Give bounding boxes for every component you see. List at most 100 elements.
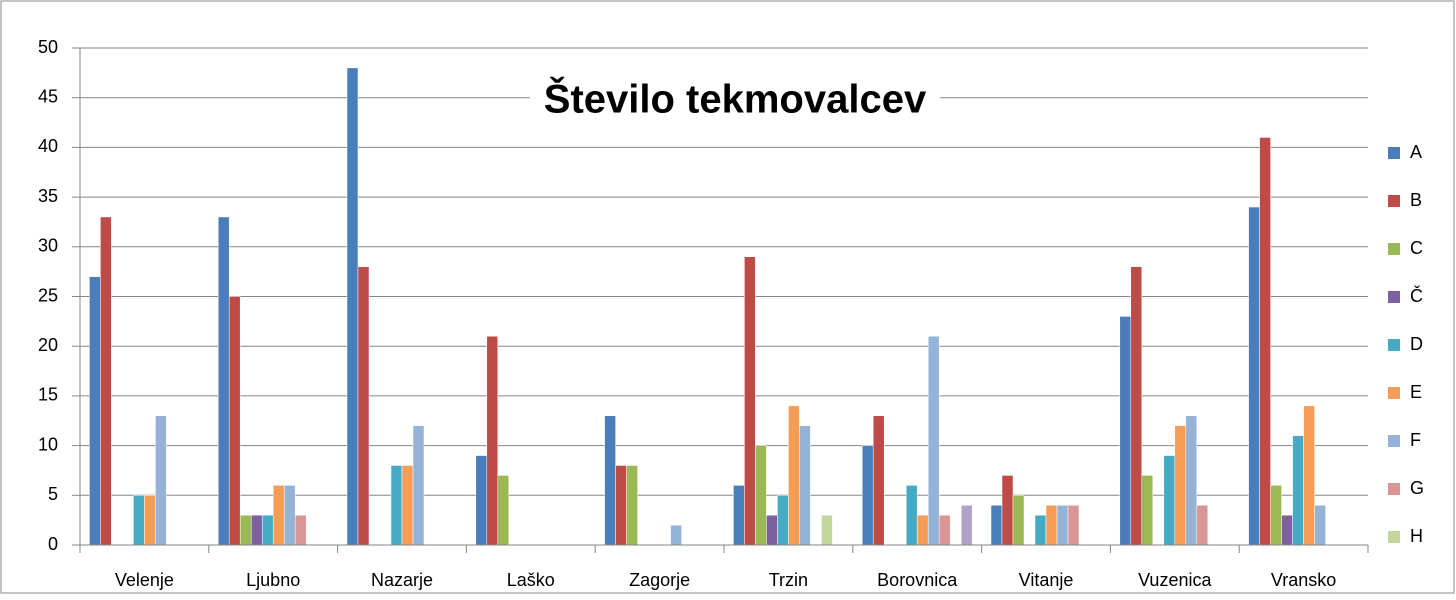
bar: [938, 514, 951, 546]
legend-label: G: [1410, 478, 1424, 498]
x-tick-label: Ljubno: [246, 570, 300, 590]
legend-label: B: [1410, 190, 1422, 210]
bar: [401, 465, 414, 546]
y-tick-label: 0: [48, 534, 58, 554]
legend-label: D: [1410, 334, 1423, 354]
bar: [990, 504, 1003, 546]
legend-label: E: [1410, 382, 1422, 402]
bar: [1130, 266, 1143, 546]
bar: [497, 475, 510, 546]
bar: [1012, 495, 1025, 546]
x-tick-label: Laško: [507, 570, 555, 590]
x-tick-label: Trzin: [769, 570, 808, 590]
bar: [733, 485, 745, 546]
bar: [486, 336, 499, 546]
bar: [475, 455, 488, 546]
title-background: [530, 75, 940, 127]
legend-swatch: [1388, 339, 1400, 351]
legend-label: C: [1410, 238, 1423, 258]
bar: [766, 514, 778, 546]
bar: [1001, 475, 1014, 546]
bar: [861, 445, 874, 546]
bar: [1314, 504, 1326, 546]
bar: [250, 514, 263, 546]
legend-label: H: [1410, 526, 1423, 546]
bar: [960, 504, 973, 546]
bar: [239, 514, 252, 546]
bar: [1259, 137, 1271, 546]
x-tick-label: Vuzenica: [1138, 570, 1212, 590]
bar: [89, 276, 101, 546]
legend-swatch: [1388, 243, 1400, 255]
bar: [1196, 504, 1209, 546]
bar: [799, 425, 811, 546]
bar: [228, 296, 241, 546]
legend-swatch: [1388, 483, 1400, 495]
x-tick-label: Borovnica: [877, 570, 958, 590]
bar: [821, 514, 833, 546]
legend-swatch: [1388, 195, 1400, 207]
bar: [346, 67, 359, 546]
bar: [916, 514, 929, 546]
bar: [272, 485, 285, 546]
legend-swatch: [1388, 291, 1400, 303]
bar: [294, 514, 307, 546]
legend-swatch: [1388, 435, 1400, 447]
y-tick-label: 30: [38, 236, 58, 256]
bar: [390, 465, 403, 546]
legend-label: Č: [1410, 285, 1423, 306]
bar: [777, 495, 789, 546]
bar: [144, 495, 156, 546]
bar: [357, 266, 370, 546]
bar: [927, 336, 940, 546]
bar: [1067, 504, 1080, 546]
bar: [1034, 514, 1047, 546]
bar: [1141, 475, 1154, 546]
bar: [155, 415, 167, 546]
bar: [1185, 415, 1198, 546]
bar: [755, 445, 767, 546]
bar: [1056, 504, 1069, 546]
legend-swatch: [1388, 387, 1400, 399]
y-tick-label: 5: [48, 484, 58, 504]
bar: [670, 524, 682, 546]
bar: [744, 256, 756, 546]
x-tick-label: Velenje: [115, 570, 174, 590]
bar: [872, 415, 885, 546]
bar: [217, 216, 230, 546]
bar: [604, 415, 616, 546]
bar: [1292, 435, 1304, 546]
x-tick-label: Nazarje: [371, 570, 433, 590]
legend-swatch: [1388, 147, 1400, 159]
y-tick-label: 20: [38, 335, 58, 355]
bar: [133, 495, 145, 546]
y-tick-label: 10: [38, 434, 58, 454]
y-tick-label: 15: [38, 385, 58, 405]
bar: [788, 405, 800, 546]
bar: [283, 485, 296, 546]
bar: [1270, 485, 1282, 546]
chart-title: Število tekmovalcev: [544, 76, 927, 122]
bar: [1281, 514, 1293, 546]
bar: [1174, 425, 1187, 546]
y-tick-label: 45: [38, 86, 58, 106]
bar: [1045, 504, 1058, 546]
bar: [615, 465, 627, 546]
x-tick-label: Vransko: [1271, 570, 1336, 590]
bar: [1248, 206, 1260, 546]
bar: [100, 216, 112, 546]
legend-label: F: [1410, 430, 1421, 450]
legend-label: A: [1410, 142, 1422, 162]
x-tick-label: Vitanje: [1019, 570, 1074, 590]
y-tick-label: 40: [38, 136, 58, 156]
bar: [1119, 316, 1132, 546]
legend-swatch: [1388, 531, 1400, 543]
bar: [626, 465, 638, 546]
bar: [1163, 455, 1176, 546]
y-tick-label: 50: [38, 37, 58, 57]
y-tick-label: 25: [38, 285, 58, 305]
bar: [412, 425, 425, 546]
bar: [261, 514, 274, 546]
x-tick-label: Zagorje: [629, 570, 690, 590]
